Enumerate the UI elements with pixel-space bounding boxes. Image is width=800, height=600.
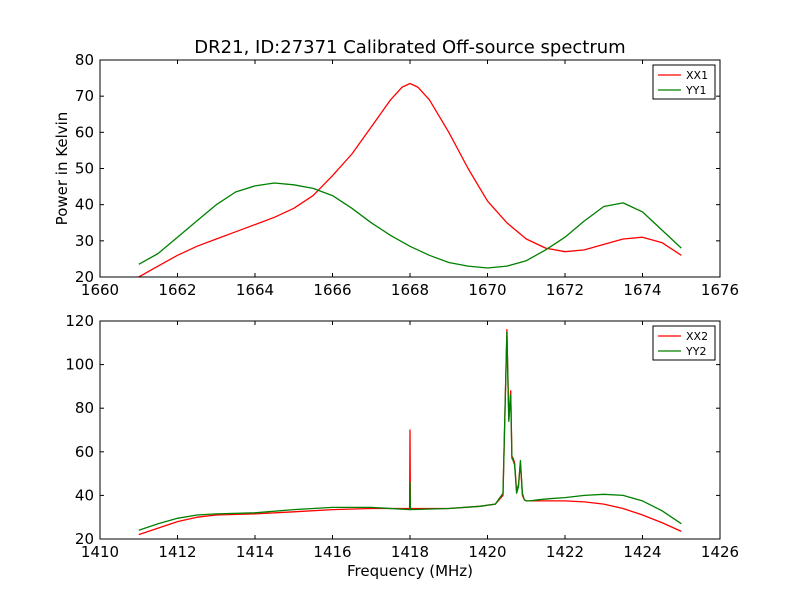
x-tick-label: 1418: [391, 543, 429, 561]
y-axis-label: Power in Kelvin: [53, 112, 71, 226]
y-tick-label: 60: [75, 123, 94, 141]
y-tick-label: 40: [75, 486, 94, 504]
x-tick-label: 1672: [546, 281, 584, 299]
legend-label-xx2: XX2: [686, 330, 708, 343]
series-line-yy2: [138, 331, 682, 531]
x-tick-label: 1664: [236, 281, 274, 299]
y-tick-label: 20: [75, 268, 94, 286]
x-tick-label: 1414: [236, 543, 274, 561]
y-tick-label: 100: [65, 356, 94, 374]
x-tick-label: 1412: [158, 543, 196, 561]
y-tick-label: 80: [75, 399, 94, 417]
legend-label-yy1: YY1: [685, 84, 706, 97]
y-tick-label: 80: [75, 51, 94, 69]
y-tick-label: 50: [75, 160, 94, 178]
y-tick-label: 20: [75, 530, 94, 548]
x-tick-label: 1422: [546, 543, 584, 561]
legend-box: [652, 64, 716, 100]
x-tick-label: 1426: [701, 543, 739, 561]
legend-label-yy2: YY2: [685, 345, 706, 358]
series-line-yy1: [138, 182, 682, 269]
x-tick-label: 1416: [313, 543, 351, 561]
x-tick-label: 1668: [391, 281, 429, 299]
y-tick-label: 60: [75, 443, 94, 461]
legend-label-xx1: XX1: [686, 69, 708, 82]
y-tick-label: 30: [75, 232, 94, 250]
x-tick-label: 1420: [468, 543, 506, 561]
y-tick-label: 40: [75, 196, 94, 214]
figure-title: DR21, ID:27371 Calibrated Off-source spe…: [194, 37, 625, 58]
legend-box: [652, 325, 716, 361]
series-line-xx1: [138, 82, 682, 277]
x-tick-label: 1660: [81, 281, 119, 299]
x-tick-label: 1670: [468, 281, 506, 299]
x-tick-label: 1662: [158, 281, 196, 299]
y-tick-label: 70: [75, 87, 94, 105]
plots-layer: 1660 1662 1664 1666 1668 1670 1672 1674 1676 20 30…: [53, 51, 739, 580]
x-tick-label: 1410: [81, 543, 119, 561]
x-axis-label: Frequency (MHz): [347, 562, 473, 580]
x-tick-label: 1666: [313, 281, 351, 299]
x-tick-label: 1424: [623, 543, 661, 561]
x-tick-label: 1674: [623, 281, 661, 299]
y-tick-label: 120: [65, 312, 94, 330]
subplot-1: 1660 1662 1664 1666 1668 1670 1672 1674 1676 20 30…: [53, 51, 739, 299]
x-tick-label: 1676: [701, 281, 739, 299]
subplot-2: 1410 1412 1414 1416 1418 1420 1422 1424 1426 20 40…: [65, 312, 739, 580]
